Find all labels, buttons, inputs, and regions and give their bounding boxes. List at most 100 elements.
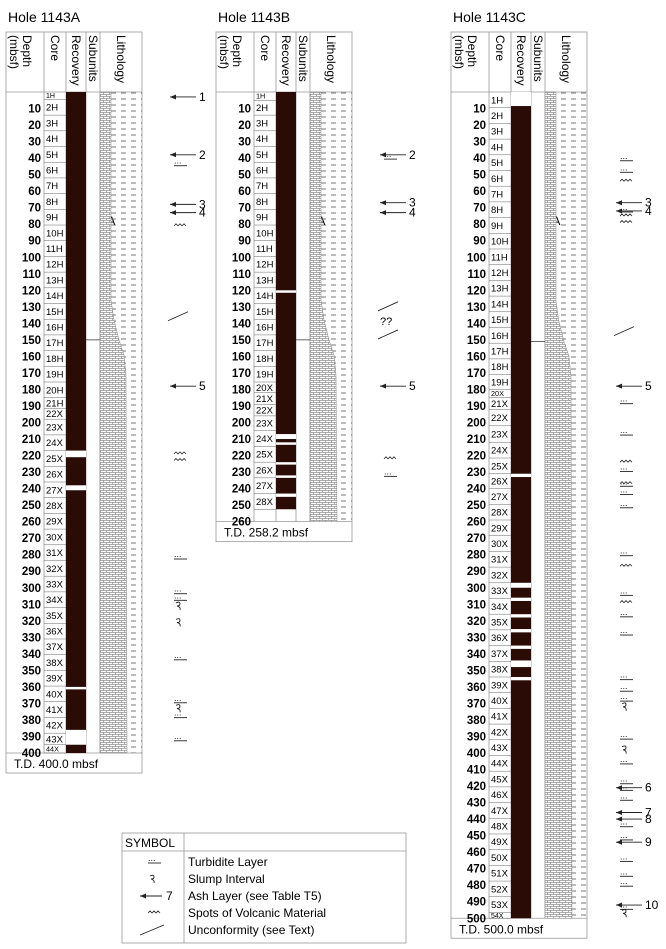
core-label: 15H xyxy=(256,307,274,318)
core-label: 26X xyxy=(46,470,64,481)
core-label: 4H xyxy=(46,134,58,145)
core-label: 13H xyxy=(491,284,509,295)
depth-tick-label: 190 xyxy=(22,401,41,413)
core-label: 41X xyxy=(491,712,509,723)
depth-tick-label: 280 xyxy=(467,550,486,562)
core-label: 24X xyxy=(256,434,274,445)
core-label: 42X xyxy=(46,721,64,732)
recovery-bar xyxy=(66,92,86,753)
core-label: 8H xyxy=(491,205,503,216)
depth-tick-label: 130 xyxy=(467,302,486,314)
turbidite-dots: ... xyxy=(174,590,182,600)
depth-tick-label: 260 xyxy=(22,517,41,529)
depth-tick-label: 280 xyxy=(22,550,41,562)
core-label: 32X xyxy=(491,570,509,581)
subunits-header: Subunits xyxy=(531,35,545,82)
legend-item-label: Turbidite Layer xyxy=(188,855,268,869)
core-label: 15H xyxy=(491,315,509,326)
ash-layer-number: 9 xyxy=(645,835,652,849)
core-label: 22X xyxy=(46,409,64,420)
ash-arrow-head xyxy=(140,893,146,899)
depth-header: Depth xyxy=(465,35,479,67)
core-label: 16H xyxy=(256,322,274,333)
volcanic-mark xyxy=(619,219,633,224)
depth-tick-label: 30 xyxy=(473,137,486,149)
depth-tick-label: 250 xyxy=(467,500,486,512)
volcanic-mark xyxy=(619,481,633,485)
legend-item-label: Slump Interval xyxy=(188,872,265,886)
depth-tick-label: 340 xyxy=(467,649,486,661)
ash-arrow-head xyxy=(616,902,622,908)
depth-tick-label: 270 xyxy=(467,533,486,545)
recovery-gap xyxy=(511,629,531,633)
core-label: 50X xyxy=(491,853,509,864)
turbidite-dots: ... xyxy=(620,899,628,909)
depth-tick-label: 400 xyxy=(467,748,486,760)
recovery-gap xyxy=(511,614,531,618)
legend-item-label: Ash Layer (see Table T5) xyxy=(188,889,322,903)
depth-unit-header: (mbsf) xyxy=(452,35,466,69)
depth-tick-label: 60 xyxy=(238,186,251,198)
core-label: 48X xyxy=(491,822,509,833)
depth-tick-label: 260 xyxy=(232,517,251,529)
recovery-gap xyxy=(511,676,531,681)
depth-tick-label: 220 xyxy=(467,451,486,463)
turbidite-dots: ... xyxy=(148,853,156,863)
core-label: 40X xyxy=(46,689,64,700)
depth-tick-label: 480 xyxy=(467,880,486,892)
core-label: 53X xyxy=(491,900,509,911)
depth-tick-label: 230 xyxy=(232,467,251,479)
core-label: 33X xyxy=(46,579,64,590)
core-label: 19H xyxy=(256,370,274,381)
depth-tick-label: 70 xyxy=(473,203,486,215)
turbidite-dots: ... xyxy=(620,851,628,861)
depth-tick-label: 10 xyxy=(238,104,251,116)
ash-arrow-head xyxy=(170,383,176,389)
depth-tick-label: 90 xyxy=(473,236,486,248)
core-label: 28X xyxy=(46,501,64,512)
ash-arrow-head xyxy=(616,383,622,389)
core-label: 23X xyxy=(256,419,274,430)
turbidite-dots: ... xyxy=(620,681,628,691)
depth-tick-label: 250 xyxy=(232,500,251,512)
core-label: 1H xyxy=(46,93,55,100)
depth-tick-label: 130 xyxy=(232,302,251,314)
core-header: Core xyxy=(48,35,62,61)
lithology-carbonate-pattern xyxy=(544,91,573,919)
recovery-header: Recovery xyxy=(279,35,293,86)
core-label: 36X xyxy=(46,627,64,638)
depth-tick-label: 350 xyxy=(22,665,41,677)
depth-tick-label: 150 xyxy=(22,335,41,347)
depth-tick-label: 70 xyxy=(238,203,251,215)
turbidite-dots: ... xyxy=(174,156,182,166)
recovery-gap xyxy=(511,92,531,107)
ash-arrow-head xyxy=(616,785,622,791)
depth-tick-label: 50 xyxy=(238,170,251,182)
depth-tick-label: 100 xyxy=(22,252,41,264)
core-label: 44X xyxy=(46,744,59,753)
ash-arrow-head xyxy=(170,210,176,216)
depth-tick-label: 180 xyxy=(467,384,486,396)
core-label: 46X xyxy=(491,790,509,801)
core-label: 32X xyxy=(46,564,64,575)
turbidite-dots: ... xyxy=(620,866,628,876)
slump-mark xyxy=(175,601,181,611)
core-label: 12H xyxy=(46,260,64,271)
depth-tick-label: 140 xyxy=(22,318,41,330)
lithology-header: Lithology xyxy=(114,35,128,83)
volcanic-mark xyxy=(619,600,633,604)
depth-tick-label: 50 xyxy=(473,170,486,182)
depth-tick-label: 160 xyxy=(22,351,41,363)
core-label: 7H xyxy=(491,189,503,200)
depth-unit-header: (mbsf) xyxy=(7,35,21,69)
depth-tick-label: 310 xyxy=(467,599,486,611)
total-depth-label: T.D. 400.0 mbsf xyxy=(14,757,99,771)
core-label: 31X xyxy=(491,555,509,566)
core-label: 12H xyxy=(256,260,274,271)
depth-tick-label: 250 xyxy=(22,500,41,512)
depth-tick-label: 60 xyxy=(473,186,486,198)
core-label: 25X xyxy=(256,450,274,461)
depth-tick-label: 110 xyxy=(22,269,41,281)
core-label: 8H xyxy=(46,197,58,208)
recovery-gap xyxy=(66,686,86,690)
